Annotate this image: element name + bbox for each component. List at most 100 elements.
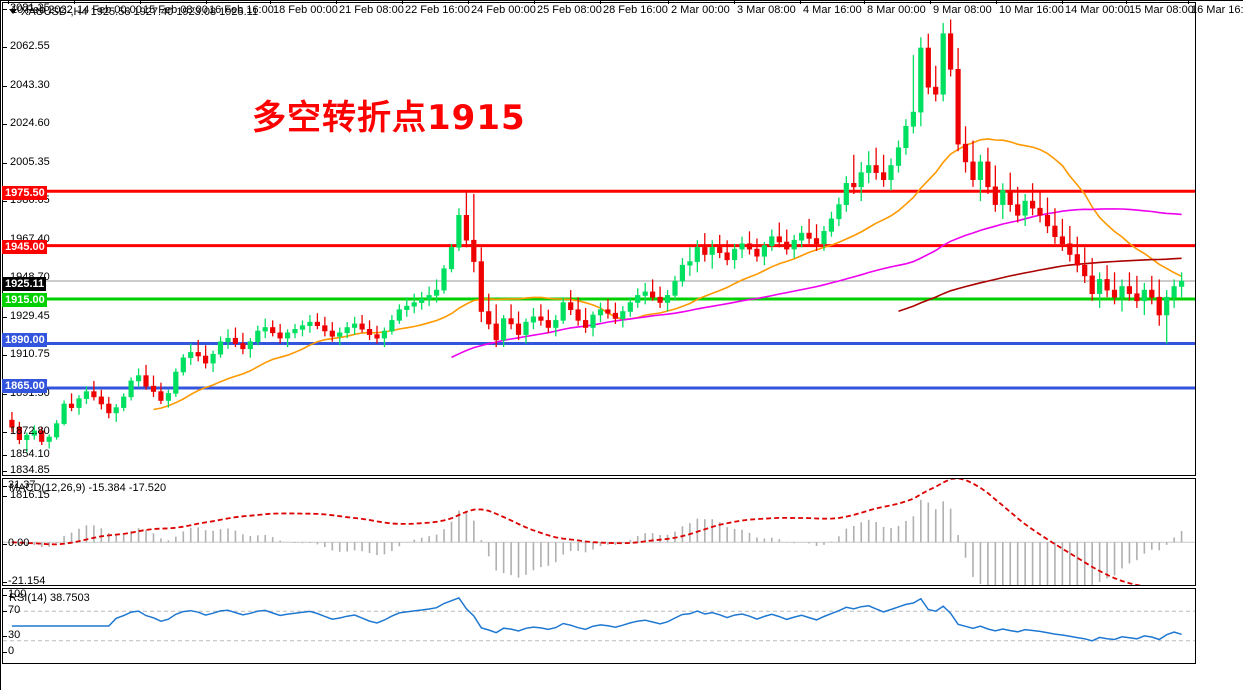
symbol-header-text: XAUUSD-,H4 1925.58 1927.40 1923.08 1925.… (21, 6, 259, 18)
time-axis-label: 4 Mar 16:00 (803, 4, 862, 16)
chevron-down-icon[interactable] (9, 8, 17, 14)
time-axis-tick (270, 0, 271, 4)
chart-annotation-text: 多空转折点1915 (252, 98, 526, 138)
price-chart-panel[interactable]: XAUUSD-,H4 1925.58 1927.40 1923.08 1925.… (2, 2, 1196, 476)
price-axis-tick (2, 47, 7, 48)
time-axis-tick (600, 0, 601, 4)
price-axis-label: 1929.45 (10, 310, 50, 322)
time-axis-label: 9 Mar 08:00 (933, 4, 992, 16)
time-axis-tick (140, 0, 141, 4)
price-axis-tick (2, 9, 7, 10)
time-axis-label: 24 Feb 00:00 (471, 4, 536, 16)
time-axis-tick (1188, 0, 1189, 4)
macd-panel[interactable]: MACD(12,26,9) -15.384 -17.520 (2, 478, 1196, 586)
time-axis-tick (468, 0, 469, 4)
time-axis-label: 2 Mar 00:00 (671, 4, 730, 16)
time-axis-tick (336, 0, 337, 4)
price-axis-label: 2005.35 (10, 156, 50, 168)
time-axis-label: 18 Feb 00:00 (273, 4, 338, 16)
price-axis-tick (2, 86, 7, 87)
time-axis-tick (206, 0, 207, 4)
time-axis-label: 10 Mar 16:00 (999, 4, 1064, 16)
rsi-axis-label: 100 (8, 588, 27, 600)
price-axis-label: 2043.30 (10, 79, 50, 91)
price-axis-tick (2, 455, 7, 456)
time-axis-tick (1126, 0, 1127, 4)
price-axis-tick (2, 496, 7, 497)
time-axis-tick (930, 0, 931, 4)
rsi-axis-tick (2, 636, 7, 637)
macd-axis-tick (2, 544, 7, 545)
time-axis-label: 16 Feb 16:00 (209, 4, 274, 16)
macd-axis-label: -21.154 (8, 575, 46, 587)
price-axis-label: 1967.40 (10, 233, 50, 245)
rsi-header: RSI(14) 38.7503 (9, 592, 90, 604)
rsi-axis-tick (2, 611, 7, 612)
time-axis-tick (534, 0, 535, 4)
price-axis-label: 1986.65 (10, 194, 50, 206)
time-axis-tick (402, 0, 403, 4)
rsi-axis-tick (2, 595, 7, 596)
price-axis-tick (2, 201, 7, 202)
resistance-1945-tag[interactable]: 1945.00 (2, 240, 47, 254)
rsi-plot (3, 596, 1195, 642)
price-axis-label: 1816.15 (10, 489, 50, 501)
current-price-tag[interactable]: 1925.11 (2, 277, 47, 291)
macd-header: MACD(12,26,9) -15.384 -17.520 (9, 482, 167, 494)
rsi-panel[interactable]: RSI(14) 38.7503 (2, 588, 1196, 664)
time-axis-tick (668, 0, 669, 4)
time-axis-label: 25 Feb 08:00 (537, 4, 602, 16)
support-1890-tag[interactable]: 1890.00 (2, 333, 47, 347)
time-axis-label: 3 Mar 08:00 (737, 4, 796, 16)
price-axis-tick (2, 124, 7, 125)
support-1865-tag[interactable]: 1865.00 (2, 379, 47, 393)
price-axis-tick (2, 163, 7, 164)
rsi-axis-tick (2, 652, 7, 653)
macd-axis-label: 31.37 (8, 479, 36, 491)
price-axis-tick (2, 394, 7, 395)
price-axis-label: 1834.85 (10, 464, 50, 476)
time-axis-tick (864, 0, 865, 4)
time-axis-label: 8 Mar 00:00 (867, 4, 926, 16)
time-axis-label: 22 Feb 16:00 (405, 4, 470, 16)
rsi-axis-label: 70 (8, 604, 21, 616)
axis-divider (0, 0, 1, 690)
macd-plot (3, 479, 1195, 585)
time-axis-tick (996, 0, 997, 4)
time-axis-tick (734, 0, 735, 4)
time-axis-label: 16 Mar 16:00 (1191, 4, 1243, 16)
price-axis-tick (2, 317, 7, 318)
resistance-1975-tag[interactable]: 1975.50 (2, 186, 47, 200)
time-axis-label: 21 Feb 08:00 (339, 4, 404, 16)
time-axis-tick (74, 0, 75, 4)
time-axis-line (0, 0, 1243, 1)
time-axis-label: 15 Feb 08:00 (143, 4, 208, 16)
time-axis-label: 28 Feb 16:00 (603, 4, 668, 16)
rsi-axis-label: 30 (8, 629, 21, 641)
symbol-header-bar[interactable]: XAUUSD-,H4 1925.58 1927.40 1923.08 1925.… (9, 6, 258, 18)
price-axis-tick (2, 432, 7, 433)
price-axis-label: 1910.75 (10, 348, 50, 360)
time-axis-tick (1062, 0, 1063, 4)
macd-axis-label: 0.00 (8, 537, 30, 549)
price-axis-tick (2, 355, 7, 356)
rsi-axis-label: 0 (8, 645, 15, 657)
price-plot (3, 19, 1195, 453)
price-axis-label: 2024.60 (10, 117, 50, 129)
time-axis-label: 14 Feb 00:00 (77, 4, 142, 16)
time-axis-label: 14 Mar 00:00 (1065, 4, 1130, 16)
pivot-1915-tag[interactable]: 1915.00 (2, 293, 47, 307)
time-axis-label: 15 Mar 08:00 (1129, 4, 1194, 16)
macd-axis-tick (2, 582, 7, 583)
price-axis-label: 2081.25 (10, 2, 50, 14)
time-axis-label: 10 Feb 2022 (11, 4, 73, 16)
price-axis-label: 2062.55 (10, 40, 50, 52)
price-axis-label: 1854.10 (10, 448, 50, 460)
price-axis-tick (2, 471, 7, 472)
price-axis-label: 1891.50 (10, 387, 50, 399)
time-axis-tick (8, 0, 9, 4)
macd-axis-tick (2, 486, 7, 487)
time-axis-tick (800, 0, 801, 4)
